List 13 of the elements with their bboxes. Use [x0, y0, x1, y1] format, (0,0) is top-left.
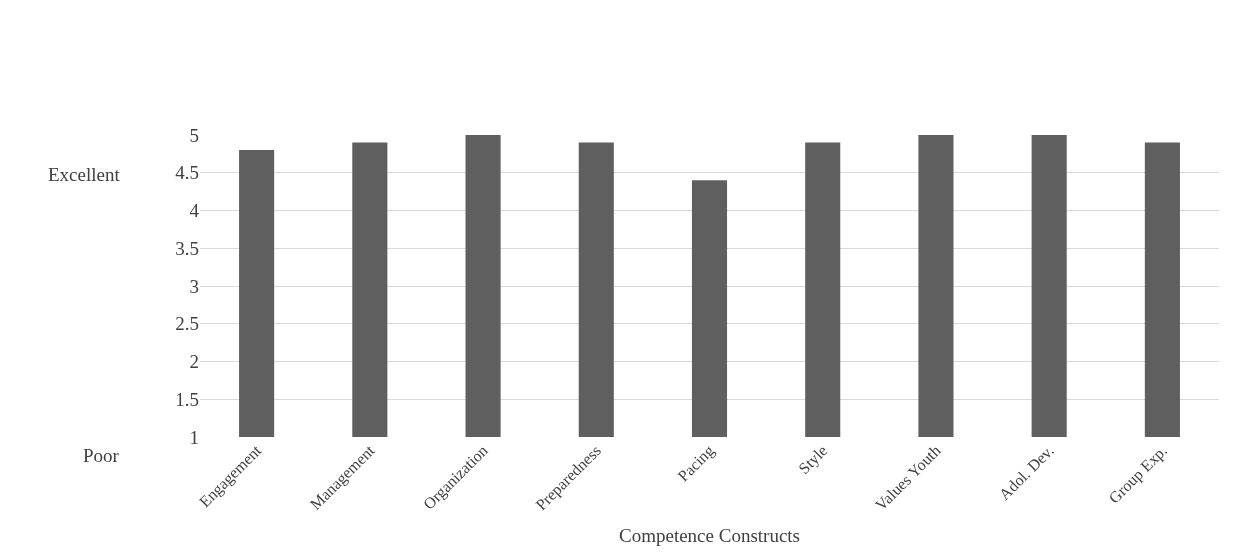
y-tick-label: 4.5 — [175, 162, 199, 184]
y-tick-label: 1 — [189, 426, 199, 448]
x-tick-label: Style — [795, 441, 832, 478]
x-axis-title: Competence Constructs — [619, 524, 800, 546]
y-tick-label: 1.5 — [175, 388, 199, 410]
y-tick-label: 4 — [189, 200, 200, 222]
y-tick-label: 3.5 — [175, 237, 199, 259]
y-tick-label: 5 — [189, 124, 199, 146]
y-tick-label: 3 — [189, 275, 199, 297]
text: Poor — [83, 445, 120, 466]
y-tick-label: 2 — [189, 351, 199, 373]
text: Excellent — [48, 164, 121, 185]
y-tick-label: 2.5 — [175, 313, 199, 335]
